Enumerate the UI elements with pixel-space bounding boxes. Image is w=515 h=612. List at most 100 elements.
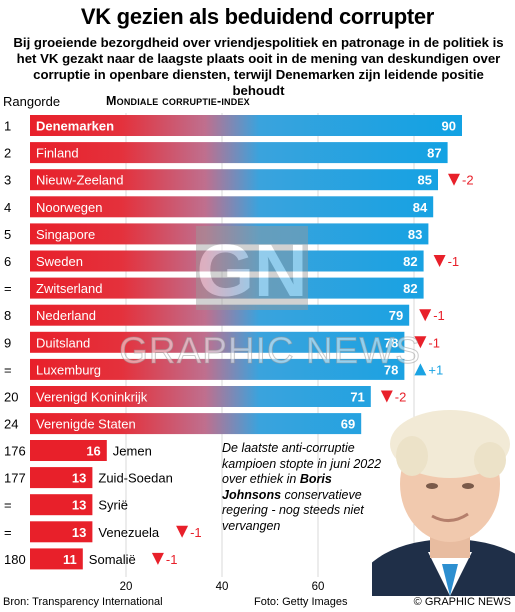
country-label: Jemen xyxy=(113,444,152,459)
value-label: 82 xyxy=(403,281,417,296)
value-label: 82 xyxy=(403,254,417,269)
country-label: Noorwegen xyxy=(36,200,103,215)
country-label: Singapore xyxy=(36,227,95,242)
brand-credit: © GRAPHIC NEWS xyxy=(413,596,511,608)
rank-down-icon xyxy=(433,255,446,267)
bar xyxy=(30,115,462,136)
value-label: 13 xyxy=(72,498,86,513)
bar xyxy=(30,277,424,299)
country-label: Zuid-Soedan xyxy=(98,471,172,486)
country-label: Venezuela xyxy=(98,525,159,540)
rank-down-icon xyxy=(176,525,189,538)
value-label: 79 xyxy=(389,308,403,323)
bar xyxy=(30,413,362,435)
index-column-header: Mondiale corruptie-index xyxy=(106,94,250,108)
boris-johnson-photo xyxy=(372,410,515,596)
rank-label: 24 xyxy=(4,417,18,432)
value-label: 84 xyxy=(413,200,428,215)
rank-label: = xyxy=(4,498,12,513)
x-tick-label: 60 xyxy=(312,581,325,593)
rank-label: = xyxy=(4,362,12,377)
rank-label: 9 xyxy=(4,335,11,350)
source-credit: Bron: Transparency International xyxy=(3,596,163,608)
country-label: Nederland xyxy=(36,308,96,323)
rank-label: 3 xyxy=(4,173,11,188)
rank-change-label: -1 xyxy=(190,525,202,540)
photo-caption: De laatste anti-corruptie kampioen stopt… xyxy=(222,441,382,533)
value-label: 85 xyxy=(418,173,432,188)
rank-label: 20 xyxy=(4,390,18,405)
rank-change-label: -1 xyxy=(433,308,445,323)
bar xyxy=(30,467,93,489)
rank-label: 6 xyxy=(4,254,11,269)
value-label: 90 xyxy=(442,119,456,134)
value-label: 13 xyxy=(72,525,86,540)
rank-down-icon xyxy=(414,336,427,349)
value-label: 11 xyxy=(63,552,77,567)
country-label: Verenigd Koninkrijk xyxy=(36,390,148,405)
rank-label: 2 xyxy=(4,146,11,161)
country-label: Finland xyxy=(36,146,79,161)
country-label: Denemarken xyxy=(36,119,114,134)
value-label: 78 xyxy=(384,335,398,350)
rank-up-icon xyxy=(414,363,427,376)
bar xyxy=(30,548,83,570)
rank-change-label: -1 xyxy=(166,552,178,567)
bar xyxy=(30,250,424,272)
bar xyxy=(30,169,438,191)
x-tick-label: 20 xyxy=(120,581,133,593)
value-label: 71 xyxy=(350,390,364,405)
value-label: 87 xyxy=(427,146,441,161)
bar xyxy=(30,386,371,407)
value-label: 83 xyxy=(408,227,422,242)
rank-column-header: Rangorde xyxy=(3,94,61,109)
value-label: 78 xyxy=(384,362,398,377)
rank-down-icon xyxy=(151,552,164,565)
rank-down-icon xyxy=(448,173,460,186)
country-label: Sweden xyxy=(36,254,83,269)
rank-label: 180 xyxy=(4,552,26,567)
chart-title: VK gezien als beduidend corrupter xyxy=(80,4,435,29)
country-label: Somalië xyxy=(89,552,136,567)
rank-down-icon xyxy=(380,390,393,403)
country-label: Syrië xyxy=(98,498,128,513)
bar xyxy=(30,304,410,326)
rank-change-label: -1 xyxy=(448,254,460,269)
country-label: Nieuw-Zeeland xyxy=(36,173,123,188)
rank-change-label: -1 xyxy=(428,335,440,350)
bar xyxy=(30,223,429,245)
value-label: 16 xyxy=(86,444,100,459)
bar xyxy=(30,196,434,218)
bar xyxy=(30,142,448,164)
bar xyxy=(30,521,93,543)
chart-subtitle: Bij groeiende bezorgdheid over vriendjes… xyxy=(13,35,504,98)
rank-label: 4 xyxy=(4,200,11,215)
country-label: Verenigde Staten xyxy=(36,417,136,432)
rank-down-icon xyxy=(419,309,432,322)
value-label: 69 xyxy=(341,417,355,432)
country-label: Duitsland xyxy=(36,335,90,350)
rank-label: 176 xyxy=(4,444,26,459)
photo-credit: Foto: Getty Images xyxy=(254,596,348,608)
logo-lettering: GN xyxy=(197,229,308,310)
country-label: Luxemburg xyxy=(36,362,101,377)
rank-change-label: +1 xyxy=(428,362,443,377)
graphic-news-logo-watermark: GN xyxy=(196,226,308,310)
rank-label: = xyxy=(4,525,12,540)
rank-change-label: -2 xyxy=(462,173,474,188)
bar xyxy=(30,331,405,353)
rank-label: 8 xyxy=(4,308,11,323)
country-label: Zwitserland xyxy=(36,281,102,296)
x-tick-label: 40 xyxy=(216,581,229,593)
bar xyxy=(30,494,93,516)
rank-change-label: -2 xyxy=(395,390,407,405)
rank-label: 1 xyxy=(4,119,11,134)
rank-label: 5 xyxy=(4,227,11,242)
rank-label: = xyxy=(4,281,12,296)
bar xyxy=(30,358,405,380)
value-label: 13 xyxy=(72,471,86,486)
bar xyxy=(30,440,107,461)
rank-label: 177 xyxy=(4,471,26,486)
graphic-news-text-watermark: GRAPHIC NEWS xyxy=(119,330,421,372)
